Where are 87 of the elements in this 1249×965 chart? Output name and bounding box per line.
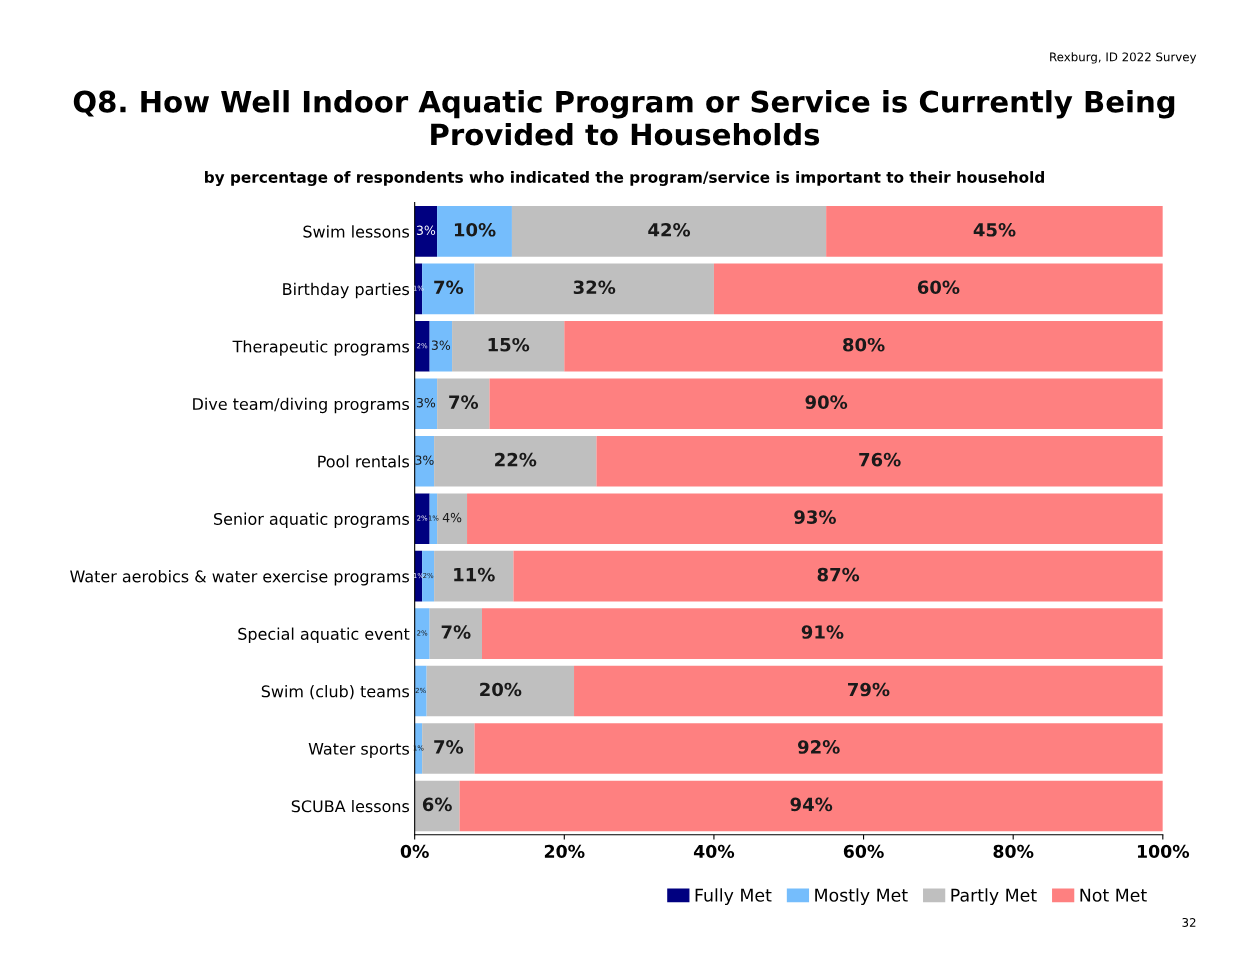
bar — [437, 493, 468, 544]
data-label: 7% — [449, 395, 479, 409]
bar — [414, 435, 435, 487]
data-label: 3% — [415, 455, 434, 465]
y-tick-label: SCUBA lessons — [291, 799, 410, 813]
chart-title: Q8. How Well Indoor Aquatic Program or Service is Currently Being Provided to Households — [73, 90, 1175, 146]
data-label: 11% — [454, 567, 495, 582]
bar — [459, 780, 1163, 832]
data-label: 32% — [573, 280, 616, 295]
data-label: 7% — [434, 280, 464, 295]
data-label: 3% — [416, 225, 436, 236]
data-label: 20% — [480, 682, 522, 697]
bar — [422, 263, 475, 315]
bar — [414, 723, 423, 774]
data-label: 94% — [790, 797, 833, 812]
bar — [564, 321, 1163, 372]
bar — [422, 723, 475, 774]
y-tick-label: Water aerobics & water exercise programs — [70, 570, 410, 586]
chart-subtitle: by percentage of respondents who indicated the program/service is important to their household — [205, 171, 1044, 186]
bar — [511, 206, 827, 257]
bar — [414, 665, 427, 717]
data-label: 3% — [416, 397, 436, 408]
bar — [482, 608, 1163, 659]
data-label: 7% — [441, 625, 471, 639]
bar — [474, 263, 714, 315]
x-tick-label: 0% — [400, 844, 429, 858]
bar — [596, 435, 1163, 487]
bar — [434, 435, 597, 487]
data-label: 87% — [817, 567, 860, 582]
y-tick-label: Special aquatic event — [238, 627, 410, 643]
data-label: 60% — [917, 280, 960, 295]
bar — [414, 608, 430, 659]
bar — [826, 206, 1163, 257]
data-label: 91% — [801, 625, 844, 639]
bar — [513, 550, 1163, 602]
data-label: 76% — [859, 452, 901, 467]
x-tick-label: 80% — [993, 844, 1034, 858]
y-tick-label: Swim lessons — [303, 225, 410, 238]
bar — [452, 321, 565, 372]
x-tick-label: 20% — [544, 844, 585, 858]
data-label: 7% — [434, 740, 464, 754]
data-label: 45% — [973, 222, 1016, 237]
bar — [429, 493, 438, 544]
y-tick-label: Dive team/diving programs — [193, 397, 410, 414]
data-label: 10% — [454, 222, 496, 237]
bar — [414, 378, 438, 430]
y-tick-label: Pool rentals — [318, 455, 410, 468]
bar — [467, 493, 1163, 544]
legend-label: Fully Met — [695, 888, 772, 906]
y-tick-label: Therapeutic programs — [232, 340, 410, 356]
bar — [474, 723, 1163, 774]
x-tick-label: 100% — [1137, 844, 1190, 858]
bar — [414, 206, 438, 257]
data-label: 92% — [797, 740, 840, 754]
text: 32 — [1182, 918, 1196, 927]
y-tick-label: Swim (club) teams — [261, 685, 410, 700]
y-tick-label: Senior aquatic programs — [214, 512, 410, 529]
y-tick-label: Birthday parties — [283, 282, 410, 299]
data-label: 42% — [648, 222, 691, 237]
bar — [426, 665, 575, 717]
legend-label: Partly Met — [951, 888, 1037, 906]
bar — [713, 263, 1163, 315]
data-label: 4% — [442, 512, 462, 523]
bar — [434, 550, 514, 602]
data-label: 15% — [488, 337, 530, 352]
data-label: 3% — [431, 340, 451, 350]
data-label: 93% — [794, 510, 836, 524]
data-label: 6% — [422, 797, 452, 812]
bar — [574, 665, 1163, 717]
text: Rexburg, ID 2022 Survey — [1050, 52, 1197, 64]
x-tick-label: 60% — [843, 844, 884, 858]
data-label: 90% — [805, 395, 848, 409]
bar — [429, 321, 453, 372]
x-tick-label: 40% — [693, 844, 735, 858]
legend-label: Not Met — [1080, 888, 1147, 902]
y-tick-label: Water sports — [308, 742, 410, 758]
data-label: 80% — [843, 337, 885, 352]
bar — [414, 780, 460, 832]
bar — [437, 206, 512, 257]
data-label: 22% — [495, 452, 537, 467]
bar — [489, 378, 1163, 430]
bar — [429, 608, 482, 659]
bar — [414, 321, 430, 372]
legend-label: Mostly Met — [815, 888, 908, 906]
data-label: 79% — [848, 682, 890, 697]
bar — [437, 378, 490, 430]
bar — [422, 550, 435, 602]
